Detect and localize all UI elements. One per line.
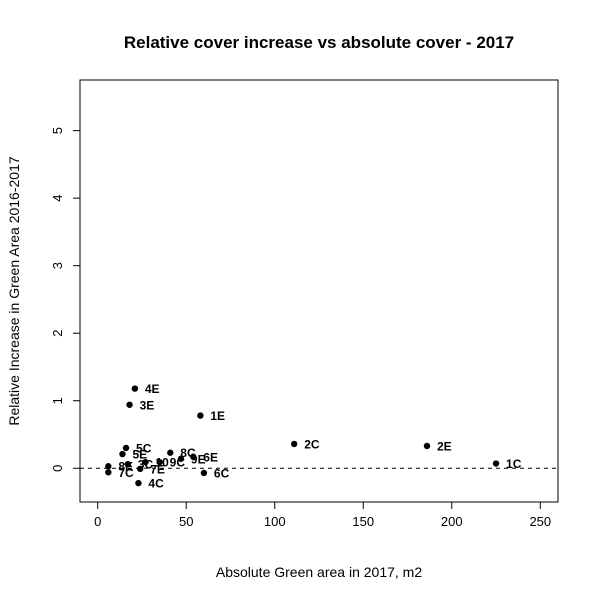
point-label: 3E bbox=[140, 398, 155, 412]
data-point bbox=[492, 460, 500, 467]
data-point bbox=[135, 479, 142, 487]
x-axis: 0 50 100 150 200 250 bbox=[94, 501, 551, 529]
data-point bbox=[122, 444, 130, 452]
data-point bbox=[197, 412, 204, 419]
data-point bbox=[200, 469, 208, 477]
data-point bbox=[105, 469, 112, 476]
point-label: 10 bbox=[156, 456, 170, 470]
y-tick-label: 4 bbox=[50, 195, 65, 202]
point-label: 6C bbox=[214, 466, 230, 480]
x-tick-label: 100 bbox=[264, 514, 286, 529]
point-label: 4C bbox=[148, 477, 164, 491]
y-tick-label: 3 bbox=[50, 262, 65, 269]
point-label: 3C bbox=[138, 458, 154, 472]
y-axis-label: Relative Increase in Green Area 2016-201… bbox=[6, 156, 22, 425]
data-point bbox=[119, 450, 126, 458]
data-point bbox=[167, 449, 174, 456]
data-point bbox=[105, 463, 112, 470]
point-label: 5E bbox=[132, 448, 147, 462]
x-axis-label: Absolute Green area in 2017, m2 bbox=[216, 564, 422, 580]
data-point bbox=[142, 458, 149, 466]
point-label: 7C bbox=[118, 466, 134, 480]
data-point bbox=[124, 460, 131, 468]
data-point bbox=[177, 455, 185, 462]
data-point bbox=[291, 440, 298, 448]
x-tick-label: 200 bbox=[441, 514, 463, 529]
point-label: 9E bbox=[191, 452, 206, 466]
y-tick-label: 0 bbox=[50, 465, 65, 472]
point-label: 2E bbox=[437, 439, 452, 453]
x-tick-label: 150 bbox=[352, 514, 374, 529]
point-label: 8E bbox=[118, 460, 133, 474]
y-tick-label: 5 bbox=[50, 127, 65, 134]
data-point bbox=[136, 465, 144, 473]
point-label: 9C bbox=[170, 456, 186, 470]
y-tick-label: 2 bbox=[50, 330, 65, 337]
x-tick-label: 250 bbox=[529, 514, 551, 529]
point-label: 6E bbox=[203, 450, 218, 464]
data-point bbox=[423, 442, 431, 450]
chart-title: Relative cover increase vs absolute cove… bbox=[124, 33, 514, 52]
point-label: 4E bbox=[145, 382, 160, 396]
y-axis: 0 1 2 3 4 5 bbox=[50, 127, 81, 472]
data-point bbox=[156, 458, 163, 466]
point-label: 8C bbox=[180, 446, 196, 460]
point-label: 2C bbox=[304, 437, 320, 451]
point-label: 1E bbox=[210, 409, 225, 423]
point-label: 7E bbox=[150, 462, 165, 476]
x-tick-label: 50 bbox=[179, 514, 193, 529]
data-point bbox=[126, 401, 133, 408]
y-tick-label: 1 bbox=[50, 397, 65, 404]
data-point bbox=[131, 385, 139, 392]
point-label: 5C bbox=[136, 441, 152, 455]
data-point bbox=[190, 453, 197, 460]
point-label: 1C bbox=[506, 457, 522, 471]
x-tick-label: 0 bbox=[94, 514, 101, 529]
